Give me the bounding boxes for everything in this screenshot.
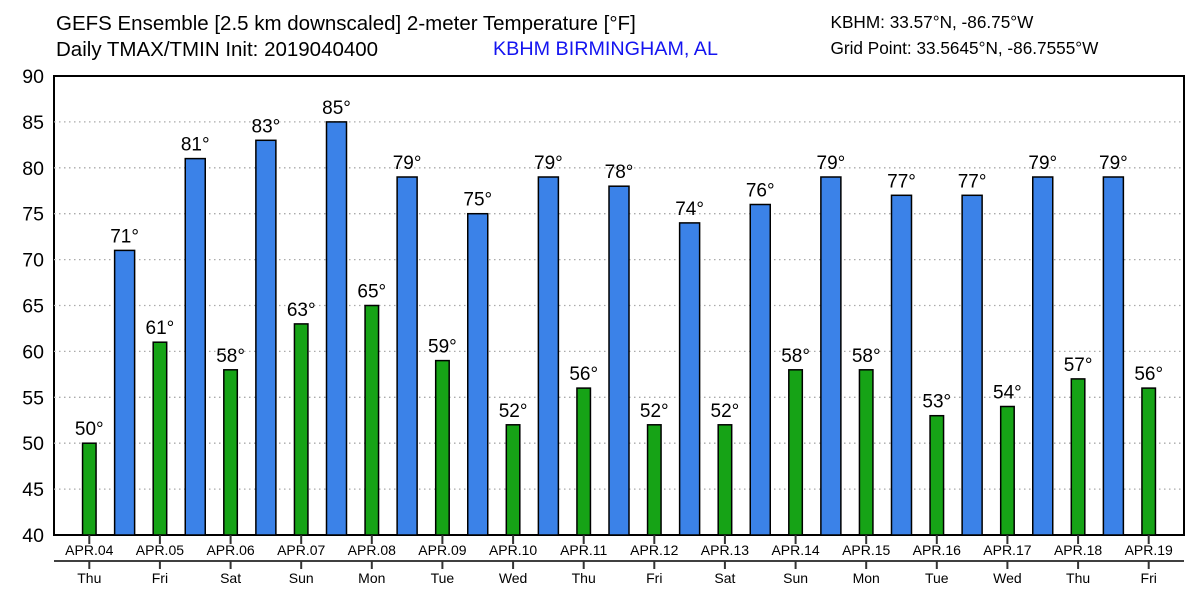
svg-text:APR.08: APR.08 bbox=[348, 542, 396, 558]
svg-text:60: 60 bbox=[22, 341, 44, 363]
svg-text:61°: 61° bbox=[146, 318, 175, 339]
svg-text:Sat: Sat bbox=[220, 570, 241, 586]
svg-text:APR.06: APR.06 bbox=[206, 542, 254, 558]
svg-text:40: 40 bbox=[22, 525, 44, 547]
svg-text:Mon: Mon bbox=[853, 570, 880, 586]
svg-text:79°: 79° bbox=[1028, 153, 1057, 174]
svg-text:79°: 79° bbox=[534, 153, 563, 174]
svg-text:52°: 52° bbox=[499, 401, 528, 422]
svg-text:56°: 56° bbox=[569, 364, 598, 385]
svg-text:Sun: Sun bbox=[289, 570, 314, 586]
svg-text:Mon: Mon bbox=[358, 570, 385, 586]
svg-text:58°: 58° bbox=[216, 346, 245, 367]
svg-text:45: 45 bbox=[22, 479, 44, 501]
svg-text:79°: 79° bbox=[393, 153, 422, 174]
svg-text:54°: 54° bbox=[993, 383, 1022, 404]
svg-text:APR.11: APR.11 bbox=[560, 542, 607, 558]
svg-text:55: 55 bbox=[22, 387, 44, 409]
svg-text:Wed: Wed bbox=[499, 570, 528, 586]
svg-text:APR.15: APR.15 bbox=[842, 542, 890, 558]
svg-text:78°: 78° bbox=[605, 162, 634, 183]
svg-text:APR.10: APR.10 bbox=[489, 542, 537, 558]
svg-text:Tue: Tue bbox=[925, 570, 949, 586]
svg-text:83°: 83° bbox=[252, 116, 281, 137]
svg-text:Thu: Thu bbox=[77, 570, 101, 586]
svg-text:52°: 52° bbox=[640, 401, 669, 422]
svg-text:79°: 79° bbox=[817, 153, 846, 174]
svg-text:71°: 71° bbox=[110, 226, 139, 247]
svg-text:58°: 58° bbox=[781, 346, 810, 367]
svg-text:Wed: Wed bbox=[993, 570, 1022, 586]
svg-text:APR.05: APR.05 bbox=[136, 542, 184, 558]
svg-text:53°: 53° bbox=[922, 392, 951, 413]
svg-text:79°: 79° bbox=[1099, 153, 1128, 174]
svg-text:85: 85 bbox=[22, 112, 44, 134]
svg-text:57°: 57° bbox=[1064, 355, 1093, 376]
svg-text:APR.09: APR.09 bbox=[418, 542, 466, 558]
svg-text:77°: 77° bbox=[887, 171, 916, 192]
svg-text:74°: 74° bbox=[675, 199, 704, 220]
svg-text:APR.13: APR.13 bbox=[701, 542, 749, 558]
svg-text:APR.07: APR.07 bbox=[277, 542, 325, 558]
svg-text:50: 50 bbox=[22, 433, 44, 455]
svg-text:Fri: Fri bbox=[646, 570, 662, 586]
svg-text:Fri: Fri bbox=[152, 570, 168, 586]
svg-text:65°: 65° bbox=[357, 282, 386, 303]
svg-text:Tue: Tue bbox=[431, 570, 455, 586]
svg-text:75°: 75° bbox=[463, 190, 492, 211]
svg-text:Fri: Fri bbox=[1141, 570, 1157, 586]
svg-text:APR.12: APR.12 bbox=[630, 542, 678, 558]
svg-text:80: 80 bbox=[22, 158, 44, 180]
svg-text:85°: 85° bbox=[322, 98, 351, 119]
svg-text:63°: 63° bbox=[287, 300, 316, 321]
svg-text:Thu: Thu bbox=[572, 570, 596, 586]
svg-text:56°: 56° bbox=[1134, 364, 1163, 385]
svg-text:76°: 76° bbox=[746, 181, 775, 202]
svg-text:77°: 77° bbox=[958, 171, 987, 192]
svg-text:70: 70 bbox=[22, 250, 44, 272]
svg-text:90: 90 bbox=[22, 66, 44, 88]
svg-text:65: 65 bbox=[22, 296, 44, 318]
svg-text:APR.04: APR.04 bbox=[65, 542, 113, 558]
svg-text:81°: 81° bbox=[181, 135, 210, 156]
svg-text:75: 75 bbox=[22, 204, 44, 226]
svg-text:APR.18: APR.18 bbox=[1054, 542, 1102, 558]
svg-text:APR.16: APR.16 bbox=[913, 542, 961, 558]
svg-text:Sat: Sat bbox=[714, 570, 735, 586]
svg-text:Thu: Thu bbox=[1066, 570, 1090, 586]
svg-text:52°: 52° bbox=[711, 401, 740, 422]
svg-text:APR.14: APR.14 bbox=[771, 542, 819, 558]
svg-text:Sun: Sun bbox=[783, 570, 808, 586]
svg-text:50°: 50° bbox=[75, 419, 104, 440]
svg-text:58°: 58° bbox=[852, 346, 881, 367]
svg-text:59°: 59° bbox=[428, 337, 457, 358]
svg-text:APR.19: APR.19 bbox=[1125, 542, 1173, 558]
svg-text:APR.17: APR.17 bbox=[983, 542, 1031, 558]
